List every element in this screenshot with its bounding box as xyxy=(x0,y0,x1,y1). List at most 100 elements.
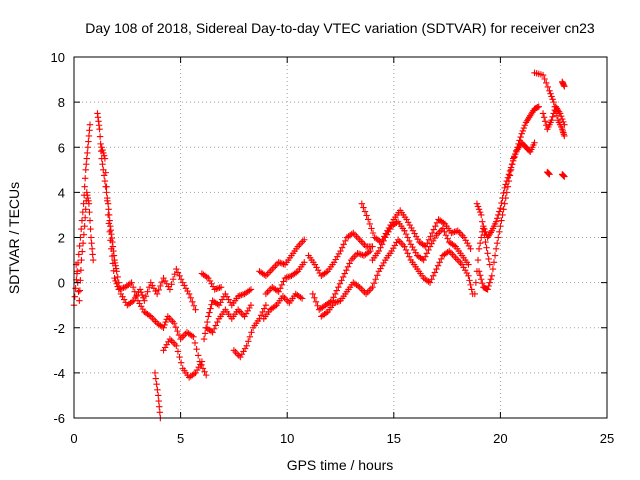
data-point xyxy=(426,279,434,286)
data-point xyxy=(500,189,507,197)
data-point xyxy=(89,251,96,258)
data-point xyxy=(500,206,507,213)
data-point xyxy=(207,305,214,312)
data-point xyxy=(101,155,109,162)
data-point xyxy=(424,239,431,247)
data-point xyxy=(369,229,377,237)
data-point xyxy=(85,200,93,207)
data-point xyxy=(169,276,177,283)
data-point xyxy=(153,290,161,298)
data-point xyxy=(312,298,320,306)
data-point xyxy=(174,348,182,355)
data-point xyxy=(89,256,97,264)
data-point xyxy=(86,121,94,128)
data-point xyxy=(190,302,198,309)
data-point xyxy=(112,277,119,285)
data-point xyxy=(475,268,483,275)
data-point xyxy=(478,276,485,283)
data-point xyxy=(519,127,526,135)
data-point xyxy=(209,329,216,336)
data-point xyxy=(200,335,208,343)
data-point xyxy=(108,245,115,252)
data-point xyxy=(471,290,479,298)
x-axis-label: GPS time / hours xyxy=(287,457,394,473)
data-point xyxy=(88,239,95,247)
data-point xyxy=(476,208,484,216)
data-point xyxy=(75,288,82,295)
data-point xyxy=(339,273,347,281)
data-point xyxy=(428,276,435,283)
data-point xyxy=(338,277,345,284)
data-point xyxy=(534,104,541,111)
y-tick-label: 8 xyxy=(58,95,65,110)
data-point xyxy=(245,338,252,345)
data-point xyxy=(141,297,148,304)
data-point xyxy=(432,223,439,230)
data-point xyxy=(84,144,92,151)
data-point xyxy=(106,228,113,236)
data-point xyxy=(77,267,85,274)
data-point xyxy=(86,217,94,224)
data-point xyxy=(369,283,376,291)
data-point xyxy=(71,293,78,300)
data-point xyxy=(174,327,181,335)
data-point xyxy=(344,263,352,271)
data-point xyxy=(96,133,104,140)
data-point xyxy=(476,239,484,247)
data-point xyxy=(442,232,450,239)
data-point xyxy=(549,113,556,120)
data-point xyxy=(380,237,387,245)
data-point xyxy=(485,255,492,263)
data-point xyxy=(561,173,568,180)
data-point xyxy=(506,172,514,179)
data-point xyxy=(346,260,353,267)
data-point xyxy=(155,286,162,294)
data-point xyxy=(85,138,92,145)
data-point xyxy=(550,98,557,106)
data-point xyxy=(374,272,381,279)
data-point xyxy=(518,130,525,137)
data-point xyxy=(176,272,183,280)
data-point xyxy=(248,329,255,336)
x-tick-label: 10 xyxy=(280,431,294,446)
data-point xyxy=(341,270,348,277)
data-point xyxy=(478,211,485,219)
grid xyxy=(74,57,607,418)
data-point xyxy=(261,305,268,312)
data-point xyxy=(76,242,83,250)
data-point xyxy=(401,243,408,250)
data-point xyxy=(139,291,146,299)
data-point xyxy=(340,241,347,248)
data-point xyxy=(243,342,250,349)
data-point xyxy=(275,288,282,295)
data-point xyxy=(189,298,196,306)
data-point xyxy=(365,216,372,223)
data-point xyxy=(483,244,490,251)
data-point xyxy=(87,225,94,233)
x-tick-labels: 0 5 10 15 20 25 xyxy=(70,431,614,446)
data-point xyxy=(137,289,145,296)
data-point xyxy=(505,177,513,185)
data-point xyxy=(194,352,202,359)
data-point xyxy=(431,269,439,276)
data-point xyxy=(246,333,254,340)
data-point xyxy=(496,228,503,236)
data-point xyxy=(507,166,515,174)
data-point xyxy=(298,295,306,302)
y-tick-label: -4 xyxy=(53,366,65,381)
data-point xyxy=(342,237,349,245)
data-point xyxy=(79,208,86,216)
data-point xyxy=(155,397,162,405)
data-point xyxy=(247,286,255,293)
data-point xyxy=(174,269,182,276)
data-point xyxy=(490,259,498,266)
data-point xyxy=(100,152,108,159)
data-point xyxy=(100,149,107,157)
data-point xyxy=(201,330,209,337)
data-point xyxy=(86,127,93,134)
data-point xyxy=(301,236,308,243)
data-point xyxy=(114,273,121,281)
data-point xyxy=(173,265,180,273)
data-point xyxy=(486,279,493,286)
